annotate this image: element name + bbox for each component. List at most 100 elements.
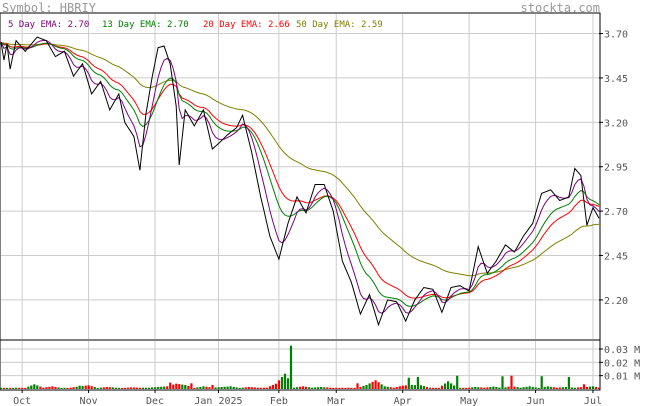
volume-bar (256, 387, 259, 389)
price-tick-label: 3.45 (604, 74, 628, 85)
volume-bar (317, 387, 320, 389)
volume-bar (462, 387, 465, 389)
volume-bar (72, 387, 75, 389)
volume-bar (585, 386, 589, 389)
volume-bar (108, 387, 111, 389)
volume-bar (280, 377, 284, 389)
volume-bar (332, 387, 335, 389)
volume-bar (389, 387, 392, 389)
volume-bar (377, 382, 380, 389)
volume-bar (120, 387, 123, 389)
volume-bar (450, 383, 453, 389)
volume-bar (141, 387, 145, 389)
volume-bar (398, 386, 401, 389)
grid-lines (1, 14, 599, 389)
volume-bar (27, 386, 30, 389)
ema-5-line (0, 40, 600, 314)
volume-bar (425, 386, 428, 389)
volume-bar (132, 387, 136, 389)
volume-bar (504, 387, 507, 389)
volume-bar (135, 387, 139, 389)
price-tick-label: 2.70 (604, 207, 628, 218)
volume-bar (178, 384, 181, 389)
volume-bar (84, 385, 87, 389)
volume-bar (528, 386, 531, 389)
volume-bar (151, 387, 154, 389)
volume-bar (126, 387, 129, 389)
volume-bar (395, 387, 398, 389)
volume-bar (6, 387, 9, 389)
volume-bar (114, 387, 117, 389)
volume-bar (413, 385, 416, 389)
volume-bar (341, 387, 344, 389)
volume-bar (582, 384, 586, 389)
volume-bar (480, 387, 483, 389)
volume-bar (66, 387, 69, 389)
volume-bar (208, 387, 211, 389)
volume-bar (308, 387, 311, 389)
volume-bar (338, 387, 341, 389)
volume-bar (0, 387, 3, 389)
volume-bar (477, 387, 480, 389)
volume-bar (588, 386, 592, 389)
volume-bar (202, 386, 205, 389)
volume-bar (483, 387, 486, 389)
volume-bar (42, 387, 45, 389)
volume-bar (344, 387, 347, 389)
volume-bar (522, 387, 525, 389)
volume-bar (465, 387, 468, 389)
volume-tick-label: 0.01 M (604, 372, 640, 383)
volume-bar (157, 387, 160, 389)
volume-bar (247, 387, 250, 389)
volume-bar (371, 381, 374, 389)
volume-bar (598, 387, 601, 389)
volume-bar (453, 385, 456, 389)
volume-bar (166, 386, 169, 389)
date-tick-label: Mar (327, 396, 345, 406)
volume-bar (416, 377, 419, 389)
volume-bar (447, 381, 450, 389)
volume-bar (543, 386, 546, 389)
volume-axis: 0.03 M 0.02 M 0.01 M (599, 345, 640, 383)
volume-bar (117, 387, 120, 389)
volume-bar (123, 387, 126, 389)
volume-bar (486, 387, 489, 389)
date-tick-label: Apr (394, 396, 412, 406)
volume-bar (9, 387, 12, 389)
volume-bar (57, 387, 60, 389)
volume-bar (555, 387, 558, 389)
volume-bar (293, 387, 296, 389)
volume-bar (299, 386, 302, 389)
volume-bar (380, 384, 383, 389)
volume-bar (289, 345, 293, 389)
volume-panel-frame (0, 339, 601, 391)
volume-bar (54, 386, 57, 389)
volume-bar (516, 387, 519, 389)
volume-bar (33, 384, 36, 389)
volume-bar (265, 387, 268, 389)
volume-bar (250, 387, 253, 389)
volume-bar (498, 387, 501, 389)
volume-bar (154, 387, 157, 389)
legend-entry: 20 Day EMA: 2.66 (203, 20, 290, 30)
volume-bar (148, 387, 151, 389)
volume-bar (45, 387, 48, 389)
volume-bar (365, 385, 368, 389)
volume-bar (501, 376, 504, 389)
volume-bar (172, 384, 175, 389)
volume-bar (129, 387, 133, 389)
volume-bar (15, 387, 18, 389)
date-tick-label: Jan 2025 (194, 396, 242, 406)
volume-bar (283, 373, 287, 389)
volume-bar (507, 386, 510, 389)
volume-bar (353, 387, 356, 389)
volume-bar (335, 387, 338, 389)
legend-entry: 5 Day EMA: 2.70 (8, 20, 89, 30)
volume-bar (253, 387, 256, 389)
volume-bar (105, 387, 108, 389)
volume-bar (235, 387, 238, 389)
volume-bar (87, 385, 90, 389)
volume-bar (181, 384, 184, 389)
series-lines (0, 36, 600, 327)
volume-bar (356, 383, 359, 389)
